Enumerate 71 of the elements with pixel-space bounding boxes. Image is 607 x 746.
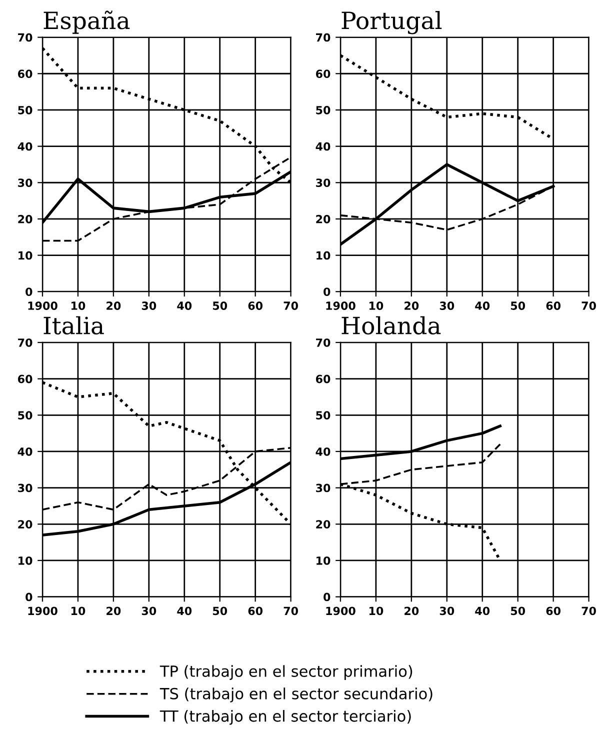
y-tick-label: 70 xyxy=(18,338,32,347)
x-tick-label: 30 xyxy=(440,302,454,310)
x-tick-label: 40 xyxy=(475,606,490,616)
y-tick-label: 70 xyxy=(316,33,330,42)
y-tick-label: 0 xyxy=(324,592,330,602)
y-tick-label: 40 xyxy=(316,447,330,456)
x-tick-label: 20 xyxy=(404,606,419,616)
y-tick-label: 30 xyxy=(316,484,330,492)
y-tick-label: 20 xyxy=(18,520,32,529)
x-tick-label: 40 xyxy=(177,606,192,616)
y-tick-label: 60 xyxy=(316,374,330,384)
y-tick-label: 10 xyxy=(316,251,330,260)
x-tick-label: 50 xyxy=(510,606,526,616)
chart-title: España xyxy=(44,10,130,34)
x-tick-label: 70 xyxy=(582,606,596,616)
x-tick-label: 50 xyxy=(212,606,228,616)
y-tick-label: 20 xyxy=(18,214,32,224)
x-tick-label: 20 xyxy=(404,302,419,310)
y-tick-label: 50 xyxy=(18,411,32,420)
x-tick-label: 20 xyxy=(106,606,121,616)
y-tick-label: 0 xyxy=(26,592,32,602)
y-tick-label: 0 xyxy=(324,288,330,296)
legend-label: TT (trabajo en el sector terciario) xyxy=(160,710,411,725)
legend-label: TS (trabajo en el sector secundario) xyxy=(160,688,432,702)
x-tick-label: 40 xyxy=(475,302,490,310)
y-tick-label: 10 xyxy=(316,556,330,565)
x-tick-label: 20 xyxy=(106,302,121,310)
y-tick-label: 40 xyxy=(18,142,32,151)
x-tick-label: 10 xyxy=(71,606,86,616)
y-tick-label: 60 xyxy=(316,70,330,78)
x-tick-label: 10 xyxy=(71,302,86,310)
x-tick-label: 30 xyxy=(440,606,454,616)
y-tick-label: 30 xyxy=(316,178,330,188)
y-tick-label: 60 xyxy=(18,374,32,384)
legend-label: TP (trabajo en el sector primario) xyxy=(160,665,412,680)
chart-title: Italia xyxy=(44,316,104,334)
x-tick-label: 60 xyxy=(546,302,561,310)
x-tick-label: 10 xyxy=(369,606,384,616)
y-tick-label: 30 xyxy=(18,484,32,492)
y-tick-label: 50 xyxy=(316,411,330,420)
x-tick-label: 50 xyxy=(510,302,526,310)
y-tick-label: 10 xyxy=(18,556,32,565)
y-tick-label: 70 xyxy=(316,338,330,347)
x-tick-label: 30 xyxy=(142,302,156,310)
y-tick-label: 20 xyxy=(316,520,330,529)
x-tick-label: 10 xyxy=(369,302,384,310)
x-tick-label: 70 xyxy=(284,302,298,310)
chart-title: Portugal xyxy=(342,11,442,34)
y-tick-label: 70 xyxy=(18,33,32,42)
x-tick-label: 60 xyxy=(248,302,263,310)
x-tick-label: 70 xyxy=(582,302,596,310)
y-tick-label: 30 xyxy=(18,178,32,188)
x-tick-label: 30 xyxy=(142,606,156,616)
x-tick-label: 1900 xyxy=(326,606,356,616)
y-tick-label: 20 xyxy=(316,214,330,224)
x-tick-label: 1900 xyxy=(28,302,58,310)
x-tick-label: 1900 xyxy=(326,302,356,310)
y-tick-label: 0 xyxy=(26,288,32,296)
x-tick-label: 50 xyxy=(212,302,228,310)
y-tick-label: 10 xyxy=(18,251,32,260)
x-tick-label: 40 xyxy=(177,302,192,310)
x-tick-label: 1900 xyxy=(28,606,58,616)
x-tick-label: 60 xyxy=(248,606,263,616)
y-tick-label: 50 xyxy=(316,106,330,114)
y-tick-label: 50 xyxy=(18,106,32,114)
chart-title: Holanda xyxy=(342,316,441,334)
x-tick-label: 60 xyxy=(546,606,561,616)
y-tick-label: 60 xyxy=(18,70,32,78)
x-tick-label: 70 xyxy=(284,606,298,616)
y-tick-label: 40 xyxy=(316,142,330,151)
y-tick-label: 40 xyxy=(18,447,32,456)
